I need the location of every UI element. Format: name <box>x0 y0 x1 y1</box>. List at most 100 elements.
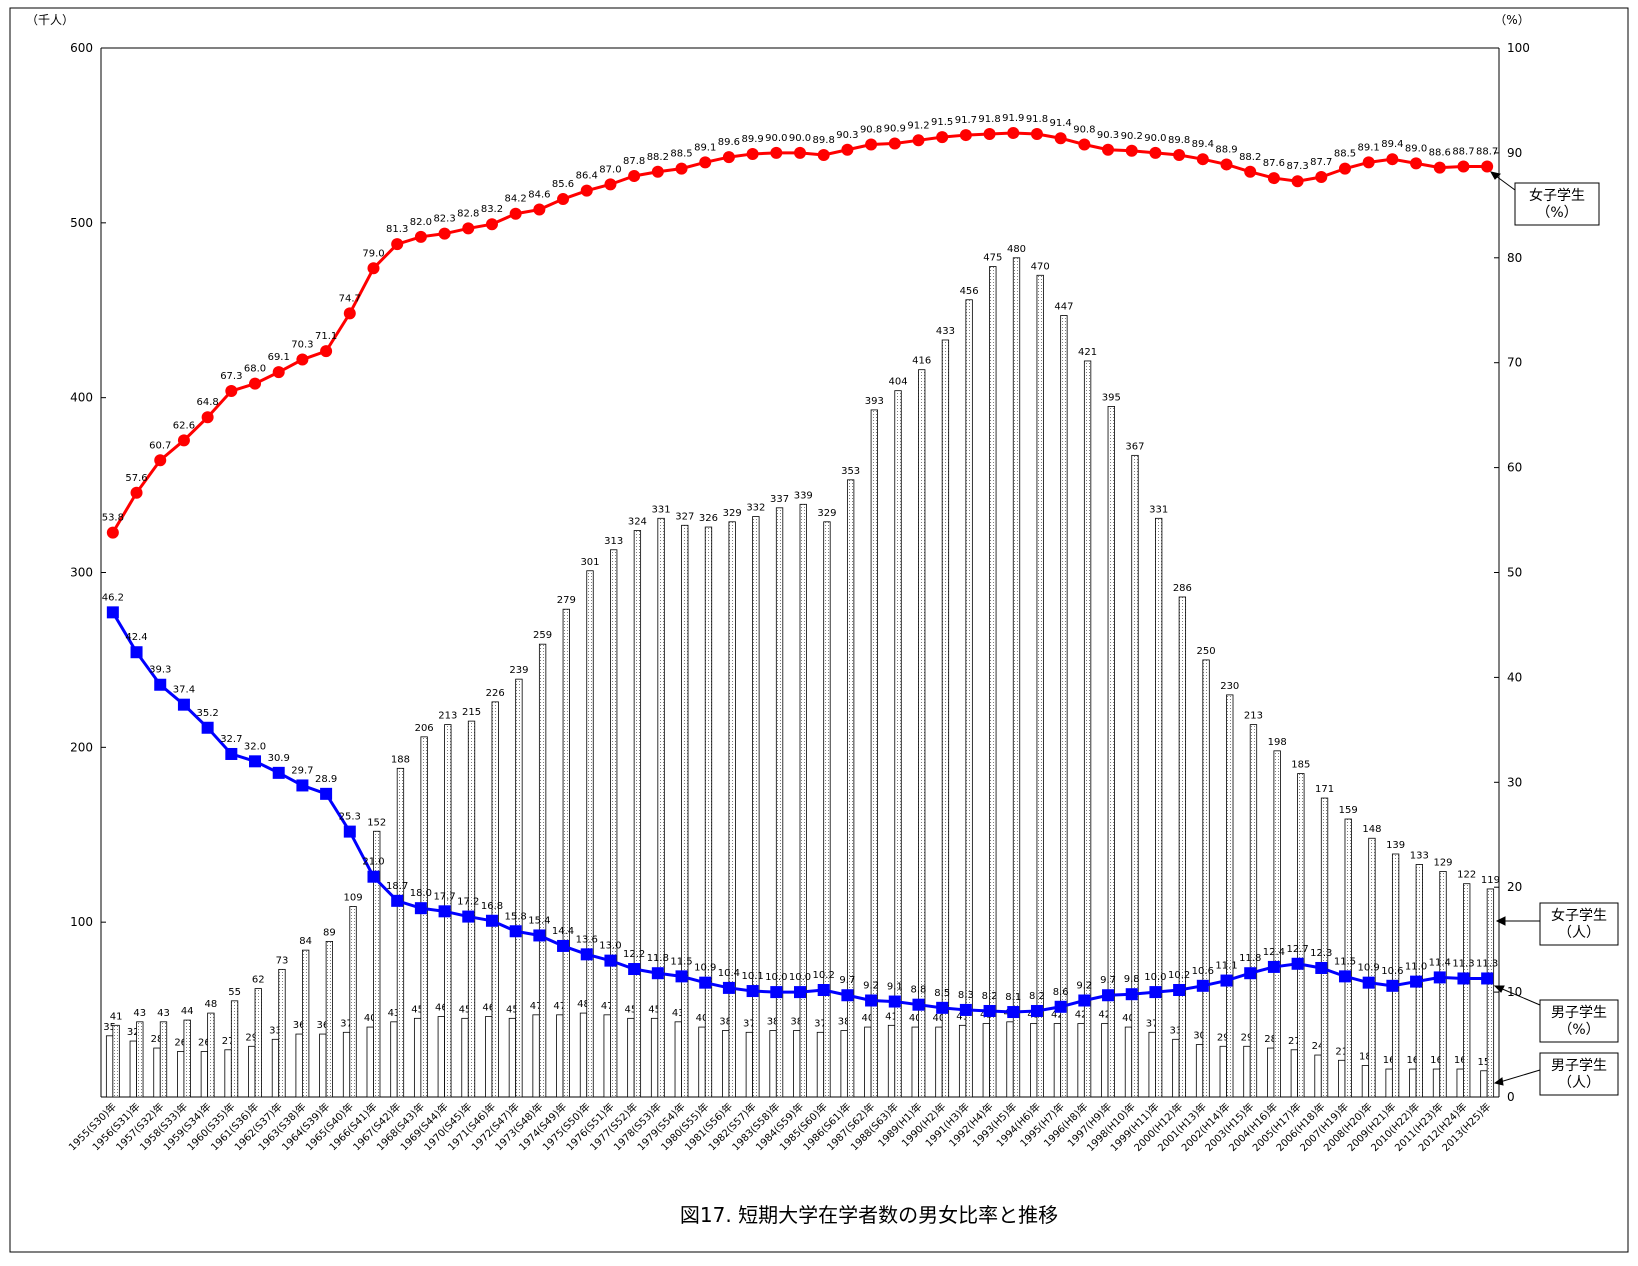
point-value-label: 90.9 <box>884 123 906 134</box>
bar <box>935 1026 943 1098</box>
bar-value-label: 43 <box>133 1008 146 1019</box>
point-value-label: 87.8 <box>623 156 645 167</box>
bar-value-label: 48 <box>577 999 590 1010</box>
bar <box>112 1024 120 1098</box>
bar <box>136 1021 144 1098</box>
bar <box>254 988 262 1098</box>
point-value-label: 89.8 <box>1168 135 1190 146</box>
y2-tick-label: 40 <box>1507 670 1522 684</box>
marker <box>201 411 214 424</box>
callouts <box>1490 171 1619 1096</box>
bar-value-label: 36 <box>293 1020 306 1031</box>
point-value-label: 82.8 <box>457 208 479 219</box>
marker <box>794 986 806 999</box>
bar <box>538 643 547 1098</box>
marker <box>557 193 570 206</box>
bar <box>1148 1031 1156 1098</box>
bar <box>177 1051 185 1098</box>
y2-tick-label: 0 <box>1507 1090 1515 1104</box>
marker <box>106 526 119 539</box>
bar-value-label: 213 <box>438 711 457 722</box>
point-value-label: 10.6 <box>1192 966 1214 977</box>
bar-value-label: 40 <box>1122 1013 1135 1024</box>
bar-value-label: 30 <box>1193 1031 1206 1042</box>
bar-value-label: 29 <box>245 1032 258 1043</box>
point-value-label: 17.2 <box>457 897 479 908</box>
bar <box>1480 1070 1488 1098</box>
point-value-label: 90.3 <box>836 130 858 141</box>
bar <box>1178 596 1187 1098</box>
point-value-label: 89.8 <box>813 135 835 146</box>
bar-value-label: 331 <box>652 504 671 515</box>
bar-value-label: 73 <box>276 955 289 966</box>
point-value-label: 25.3 <box>339 812 361 823</box>
legend-label: 男子学生 <box>1551 1058 1607 1074</box>
bar <box>650 1017 659 1098</box>
bar <box>681 524 689 1098</box>
legend-label: 男子学生 <box>1551 1005 1607 1021</box>
bar <box>302 949 310 1098</box>
marker <box>485 914 498 927</box>
bar-value-label: 129 <box>1433 857 1452 868</box>
bar <box>491 701 499 1098</box>
point-value-label: 18.0 <box>410 888 432 899</box>
bar-value-label: 46 <box>482 1003 495 1014</box>
marker <box>746 985 759 998</box>
bar-value-label: 329 <box>723 508 742 519</box>
bar-value-label: 38 <box>838 1017 851 1028</box>
marker <box>1173 984 1186 997</box>
bar-value-label: 16 <box>1454 1055 1467 1066</box>
marker <box>1362 976 1375 989</box>
bar-value-label: 45 <box>648 1004 661 1015</box>
bar-value-label: 16 <box>1406 1055 1419 1066</box>
marker <box>249 755 262 768</box>
point-value-label: 8.6 <box>1053 987 1069 998</box>
bar <box>722 1030 730 1098</box>
point-value-label: 79.0 <box>362 248 384 259</box>
bar <box>823 521 831 1098</box>
bar <box>958 1024 967 1098</box>
bar <box>846 479 855 1098</box>
bar-value-label: 152 <box>367 817 386 828</box>
bar <box>105 1035 114 1098</box>
bar <box>248 1045 256 1098</box>
point-value-label: 10.9 <box>1358 963 1380 974</box>
legend-unit: （人） <box>1558 925 1600 941</box>
bar <box>793 1030 801 1098</box>
bar <box>1243 1045 1251 1098</box>
bar-value-label: 324 <box>628 517 647 528</box>
marker <box>959 129 972 142</box>
bar-value-label: 42 <box>1098 1010 1111 1021</box>
bar-value-label: 44 <box>181 1006 194 1017</box>
bar <box>911 1026 919 1098</box>
bar <box>698 1026 706 1098</box>
bar <box>373 830 381 1098</box>
point-value-label: 8.2 <box>982 991 998 1002</box>
marker <box>888 137 901 150</box>
bar <box>207 1012 215 1098</box>
point-value-label: 8.5 <box>934 988 950 999</box>
point-value-label: 82.3 <box>433 214 455 225</box>
marker <box>604 954 617 967</box>
y-tick-label: 500 <box>70 216 93 230</box>
y2-tick-label: 20 <box>1507 880 1522 894</box>
marker <box>1030 128 1043 141</box>
bar-value-label: 215 <box>462 707 481 718</box>
bar-value-label: 84 <box>299 936 312 947</box>
marker <box>225 747 238 760</box>
marker <box>1386 153 1399 166</box>
point-value-label: 11.4 <box>1429 957 1451 968</box>
bar-value-label: 16 <box>1430 1055 1443 1066</box>
marker <box>912 998 925 1011</box>
marker <box>699 156 712 169</box>
bar <box>1195 1044 1204 1098</box>
bar <box>704 526 713 1098</box>
bar-value-label: 45 <box>506 1004 519 1015</box>
marker <box>367 262 380 275</box>
marker <box>699 976 712 989</box>
bar <box>1060 315 1068 1098</box>
point-value-label: 10.0 <box>765 972 787 983</box>
point-value-label: 64.8 <box>196 397 218 408</box>
marker <box>983 128 996 141</box>
bar-value-label: 40 <box>696 1013 709 1024</box>
